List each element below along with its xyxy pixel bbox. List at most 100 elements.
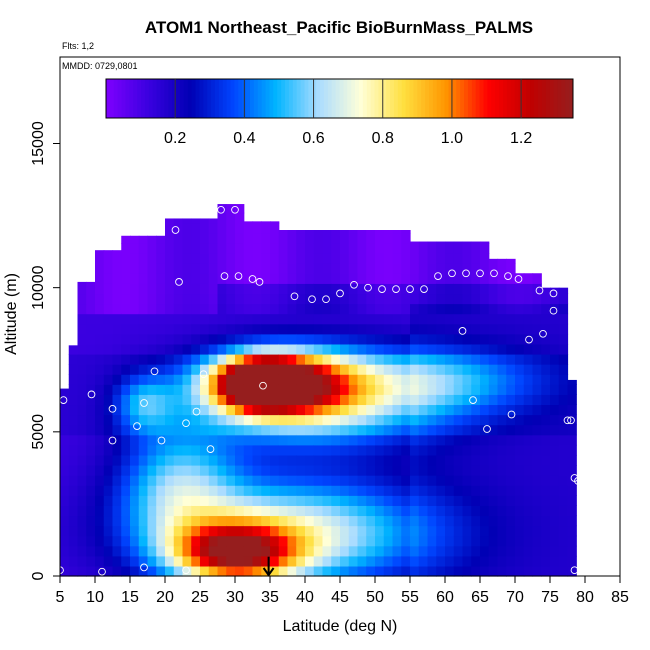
colorbar-swatch bbox=[557, 79, 562, 118]
heatmap-cell bbox=[112, 454, 122, 466]
heatmap-cell bbox=[165, 222, 175, 234]
heatmap-cell bbox=[226, 384, 236, 395]
heatmap-cell bbox=[278, 475, 289, 486]
heatmap-cell bbox=[103, 253, 114, 264]
heatmap-cell bbox=[217, 424, 227, 436]
y-axis-title: Altitude (m) bbox=[3, 273, 20, 355]
heatmap-cell bbox=[200, 464, 210, 476]
heatmap-cell bbox=[296, 515, 306, 527]
heatmap-cell bbox=[392, 525, 402, 537]
heatmap-cell bbox=[226, 485, 236, 496]
heatmap-cell bbox=[357, 333, 367, 345]
colorbar-swatch bbox=[331, 79, 337, 118]
heatmap-cell bbox=[156, 475, 166, 486]
heatmap-cell bbox=[532, 404, 542, 416]
heatmap-cell bbox=[252, 485, 262, 496]
colorbar-tick-label: 0.8 bbox=[372, 130, 394, 147]
heatmap-cell bbox=[375, 323, 385, 335]
heatmap-cell bbox=[471, 333, 481, 345]
colorbar-swatch bbox=[339, 79, 344, 118]
heatmap-cell bbox=[77, 485, 87, 496]
heatmap-cell bbox=[86, 404, 96, 416]
heatmap-cell bbox=[261, 232, 271, 244]
heatmap-cell bbox=[156, 505, 166, 517]
colorbar-swatch bbox=[347, 79, 352, 118]
sample-point bbox=[108, 436, 117, 445]
heatmap-cell bbox=[550, 495, 560, 506]
heatmap-cell bbox=[191, 495, 201, 506]
sample-point bbox=[469, 396, 477, 404]
heatmap-cell bbox=[375, 495, 385, 506]
heatmap-cell bbox=[261, 525, 271, 537]
heatmap-cell bbox=[418, 384, 429, 395]
heatmap-cell bbox=[366, 414, 376, 426]
heatmap-cell bbox=[121, 404, 131, 416]
heatmap-cell bbox=[348, 424, 359, 436]
heatmap-cell bbox=[130, 495, 140, 506]
heatmap-cell bbox=[95, 444, 105, 456]
heatmap-cell bbox=[471, 313, 481, 325]
heatmap-cell bbox=[200, 404, 210, 416]
heatmap-cell bbox=[550, 394, 560, 406]
heatmap-cell bbox=[226, 222, 236, 234]
sample-point bbox=[308, 295, 316, 304]
heatmap-cell bbox=[86, 434, 96, 446]
heatmap-cell bbox=[296, 230, 306, 234]
heatmap-cell bbox=[392, 303, 402, 315]
heatmap-cell bbox=[331, 404, 341, 416]
heatmap-cell bbox=[357, 414, 367, 426]
heatmap-cell bbox=[191, 333, 201, 345]
heatmap-cell bbox=[488, 475, 499, 486]
heatmap-cell bbox=[392, 434, 402, 446]
heatmap-cell bbox=[147, 303, 157, 315]
heatmap-cell bbox=[287, 485, 297, 496]
heatmap-cell bbox=[77, 384, 87, 395]
heatmap-cell bbox=[497, 283, 507, 295]
heatmap-cell bbox=[278, 313, 289, 325]
heatmap-cell bbox=[200, 454, 210, 466]
colorbar-swatch bbox=[382, 79, 387, 118]
sample-point bbox=[108, 404, 117, 413]
heatmap-cell bbox=[305, 353, 315, 365]
sample-point bbox=[182, 566, 190, 575]
heatmap-cell bbox=[235, 404, 245, 416]
colorbar-swatch bbox=[117, 79, 123, 118]
heatmap-cell bbox=[191, 353, 201, 365]
sample-point bbox=[220, 272, 229, 280]
latitude-marker-arrow bbox=[262, 556, 275, 577]
heatmap-cell bbox=[147, 505, 157, 517]
heatmap-cell bbox=[567, 444, 577, 456]
heatmap-cell bbox=[252, 273, 262, 284]
heatmap-cell bbox=[497, 434, 507, 446]
heatmap-cell bbox=[287, 242, 297, 254]
heatmap-cell bbox=[121, 515, 131, 527]
heatmap-cell bbox=[375, 525, 385, 537]
heatmap-cell bbox=[103, 454, 114, 466]
heatmap-cell bbox=[488, 384, 499, 395]
heatmap-cell bbox=[357, 283, 367, 295]
heatmap-cell bbox=[506, 364, 516, 375]
heatmap-cell bbox=[270, 303, 280, 315]
heatmap-cell bbox=[523, 545, 534, 557]
heatmap-cell bbox=[418, 545, 429, 557]
colorbar-swatch bbox=[413, 79, 418, 118]
heatmap-cell bbox=[208, 394, 219, 406]
heatmap-cell bbox=[401, 475, 411, 486]
x-tick-label: 30 bbox=[226, 589, 244, 606]
heatmap-cell bbox=[191, 384, 201, 395]
heatmap-cell bbox=[383, 475, 394, 486]
heatmap-cell bbox=[410, 242, 420, 254]
heatmap-cell bbox=[427, 323, 437, 335]
heatmap-cell bbox=[462, 444, 472, 456]
colorbar-swatch bbox=[351, 79, 356, 118]
heatmap-cell bbox=[436, 313, 446, 325]
heatmap-cell bbox=[147, 343, 157, 355]
heatmap-cell bbox=[200, 218, 210, 224]
heatmap-cell bbox=[156, 434, 166, 446]
heatmap-cell bbox=[331, 475, 341, 486]
heatmap-cell bbox=[208, 343, 219, 355]
heatmap-cell bbox=[523, 555, 534, 567]
heatmap-cell bbox=[480, 454, 490, 466]
heatmap-cell bbox=[305, 232, 315, 244]
heatmap-cell bbox=[366, 545, 376, 557]
